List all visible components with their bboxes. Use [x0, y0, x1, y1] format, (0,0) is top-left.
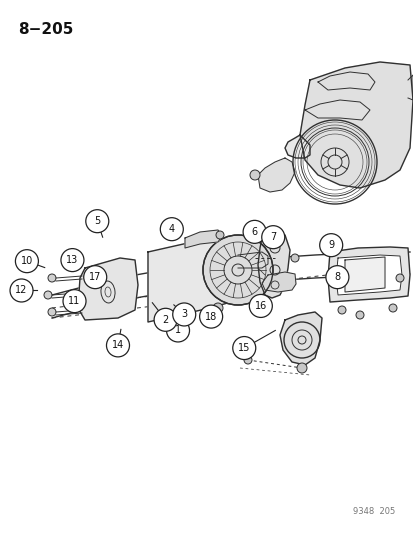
- Circle shape: [160, 217, 183, 241]
- Text: 18: 18: [204, 312, 217, 321]
- Text: 5: 5: [94, 216, 100, 226]
- Circle shape: [10, 279, 33, 302]
- Circle shape: [388, 304, 396, 312]
- Text: 14: 14: [112, 341, 124, 350]
- Circle shape: [355, 311, 363, 319]
- Polygon shape: [335, 255, 401, 295]
- Polygon shape: [257, 158, 294, 192]
- Text: 16: 16: [254, 301, 266, 311]
- Text: 15: 15: [237, 343, 250, 353]
- Polygon shape: [279, 312, 321, 365]
- Text: 12: 12: [15, 286, 28, 295]
- Circle shape: [319, 233, 342, 257]
- Circle shape: [325, 265, 348, 289]
- Text: 17: 17: [89, 272, 101, 282]
- Text: 1: 1: [175, 326, 180, 335]
- Polygon shape: [284, 135, 309, 158]
- Circle shape: [172, 303, 195, 326]
- Polygon shape: [344, 257, 384, 292]
- Text: 3: 3: [181, 310, 187, 319]
- Circle shape: [232, 336, 255, 360]
- Circle shape: [154, 308, 177, 332]
- Circle shape: [395, 274, 403, 282]
- Text: 11: 11: [68, 296, 81, 306]
- Circle shape: [48, 308, 56, 316]
- Circle shape: [337, 306, 345, 314]
- Text: 10: 10: [21, 256, 33, 266]
- Circle shape: [242, 220, 266, 244]
- Polygon shape: [261, 272, 295, 292]
- Polygon shape: [327, 247, 409, 302]
- Text: 13: 13: [66, 255, 78, 265]
- Circle shape: [199, 305, 222, 328]
- Circle shape: [216, 231, 223, 239]
- Circle shape: [296, 363, 306, 373]
- Polygon shape: [147, 238, 237, 322]
- Polygon shape: [257, 234, 289, 298]
- Circle shape: [261, 225, 284, 249]
- Circle shape: [290, 254, 298, 262]
- Text: 9: 9: [328, 240, 333, 250]
- Text: 9348  205: 9348 205: [352, 507, 394, 516]
- Ellipse shape: [202, 235, 272, 305]
- Polygon shape: [78, 258, 138, 320]
- Polygon shape: [299, 62, 412, 188]
- Text: 2: 2: [162, 315, 169, 325]
- Text: 4: 4: [169, 224, 174, 234]
- Circle shape: [106, 334, 129, 357]
- Text: 8−205: 8−205: [18, 22, 73, 37]
- Circle shape: [85, 209, 109, 233]
- Polygon shape: [185, 230, 221, 248]
- Circle shape: [83, 265, 107, 289]
- Circle shape: [48, 274, 56, 282]
- Circle shape: [15, 249, 38, 273]
- Text: 7: 7: [269, 232, 276, 242]
- Circle shape: [63, 289, 86, 313]
- Text: 8: 8: [334, 272, 339, 282]
- Circle shape: [212, 303, 223, 313]
- Circle shape: [249, 294, 272, 318]
- Circle shape: [166, 319, 189, 342]
- Circle shape: [44, 291, 52, 299]
- Circle shape: [243, 356, 252, 364]
- Circle shape: [61, 248, 84, 272]
- Circle shape: [249, 170, 259, 180]
- Text: 6: 6: [251, 227, 257, 237]
